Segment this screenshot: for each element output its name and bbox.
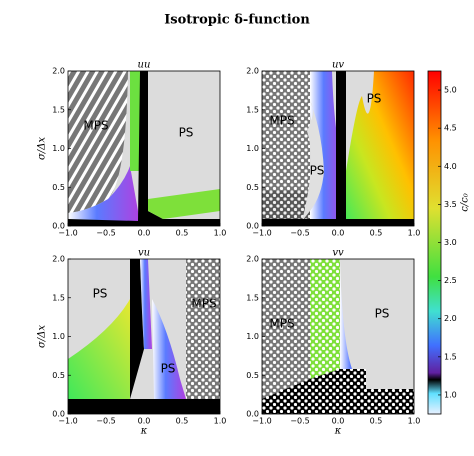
y-tick-label: 0.0	[246, 222, 259, 231]
region	[336, 71, 346, 221]
region	[302, 101, 324, 221]
y-tick-label: 0.5	[246, 371, 259, 380]
region	[148, 189, 220, 219]
x-tick-label: −1.0	[252, 229, 271, 238]
region	[310, 259, 340, 379]
y-tick-label: 0.0	[52, 410, 65, 419]
y-tick-label: 1.0	[246, 332, 259, 341]
region	[340, 259, 366, 379]
y-tick-label: 2.0	[246, 67, 259, 76]
region	[68, 399, 220, 414]
y-tick-label: 1.5	[52, 293, 65, 302]
region	[68, 71, 128, 213]
y-axis-label: σ/Δx	[37, 325, 48, 348]
region	[262, 191, 310, 219]
x-tick-label: 1.0	[408, 417, 421, 426]
y-axis-label: σ/Δx	[37, 137, 48, 160]
region-label: PS	[179, 126, 194, 140]
region	[186, 259, 220, 407]
y-tick-label: 1.0	[52, 332, 65, 341]
region-label: MPS	[269, 114, 294, 128]
colorbar-tick-label: 3.0	[444, 238, 457, 247]
y-tick-label: 2.0	[246, 255, 259, 264]
region-label: MPS	[83, 119, 108, 133]
figure-title: Isotropic δ-function	[164, 13, 310, 28]
region-label: PS	[367, 92, 382, 106]
region	[68, 299, 130, 399]
y-tick-label: 0.0	[246, 410, 259, 419]
x-tick-label: 0.5	[176, 229, 189, 238]
x-tick-label: 0.0	[332, 229, 345, 238]
region-label: MPS	[191, 297, 216, 311]
x-tick-label: 1.0	[408, 229, 421, 238]
region	[68, 166, 140, 221]
region	[130, 259, 144, 399]
region	[130, 71, 140, 171]
region	[262, 71, 310, 191]
colorbar-tick-label: 5.0	[444, 86, 457, 95]
y-tick-label: 0.5	[52, 371, 65, 380]
colorbar-tick-label: 2.0	[444, 314, 457, 323]
region	[262, 369, 414, 414]
x-tick-label: −1.0	[252, 417, 271, 426]
x-tick-label: 0.0	[138, 417, 151, 426]
y-tick-label: 0.5	[52, 183, 65, 192]
region-label: PS	[375, 307, 390, 321]
y-tick-label: 1.5	[246, 105, 259, 114]
x-tick-label: −0.5	[290, 417, 309, 426]
panel: vv −1.0 −0.5 0.0 0.5 1.0 0.0 0.5 1.0 1.5 2.0 κ MPS PS	[246, 248, 420, 437]
y-tick-label: 0.0	[52, 222, 65, 231]
colorbar-tick-label: 1.0	[444, 390, 457, 399]
colorbar-tick-label: 4.0	[444, 162, 457, 171]
region	[140, 259, 152, 349]
x-axis-label: κ	[140, 426, 148, 437]
y-tick-label: 1.5	[246, 293, 259, 302]
panel-title: uu	[138, 60, 151, 71]
panel: uu −1.0 −0.5 0.0 0.5 1.0 0.0 0.5 1.0 1.5 2.0 σ/Δx MP…	[37, 60, 227, 238]
colorbar: 1.0 1.5 2.0 2.5 3.0 3.5 4.0 4.5 5.0 c/c₀	[427, 70, 471, 415]
x-tick-label: 0.5	[176, 417, 189, 426]
region-label: PS	[310, 164, 325, 178]
y-tick-label: 0.5	[246, 183, 259, 192]
region	[262, 259, 310, 399]
x-tick-label: −0.5	[96, 417, 115, 426]
panel: uv −1.0 −0.5 0.0 0.5 1.0 0.0 0.5 1.0 1.5 2.0 MPS PS P…	[246, 60, 420, 238]
panel-title: uv	[332, 60, 344, 71]
x-tick-label: 0.5	[370, 229, 383, 238]
region-label: PS	[161, 362, 176, 376]
x-tick-label: 0.5	[370, 417, 383, 426]
y-tick-label: 1.0	[52, 144, 65, 153]
region	[152, 299, 186, 399]
x-tick-label: 1.0	[214, 417, 227, 426]
region	[346, 71, 414, 226]
region	[310, 71, 344, 221]
panel-title: vv	[332, 248, 344, 259]
colorbar-tick-label: 1.5	[444, 352, 457, 361]
x-tick-label: −1.0	[58, 417, 77, 426]
colorbar-tick-label: 4.5	[444, 124, 457, 133]
x-tick-label: −0.5	[290, 229, 309, 238]
x-tick-label: 1.0	[214, 229, 227, 238]
x-tick-label: 0.0	[138, 229, 151, 238]
colorbar-tick-label: 2.5	[444, 276, 457, 285]
region-label: MPS	[269, 317, 294, 331]
panel: vu −1.0 −0.5 0.0 0.5 1.0 0.0 0.5 1.0 1.5 2.0 κ σ/Δx P…	[37, 248, 227, 437]
y-tick-label: 2.0	[52, 255, 65, 264]
x-tick-label: −1.0	[58, 229, 77, 238]
x-tick-label: −0.5	[96, 229, 115, 238]
region	[68, 71, 220, 226]
y-tick-label: 1.5	[52, 105, 65, 114]
y-tick-label: 2.0	[52, 67, 65, 76]
x-axis-label: κ	[334, 426, 342, 437]
colorbar-label: c/c₀	[460, 193, 471, 212]
x-tick-label: 0.0	[332, 417, 345, 426]
colorbar-tick-label: 3.5	[444, 200, 457, 209]
panel-title: vu	[138, 248, 150, 259]
region-label: PS	[93, 287, 108, 301]
y-tick-label: 1.0	[246, 144, 259, 153]
